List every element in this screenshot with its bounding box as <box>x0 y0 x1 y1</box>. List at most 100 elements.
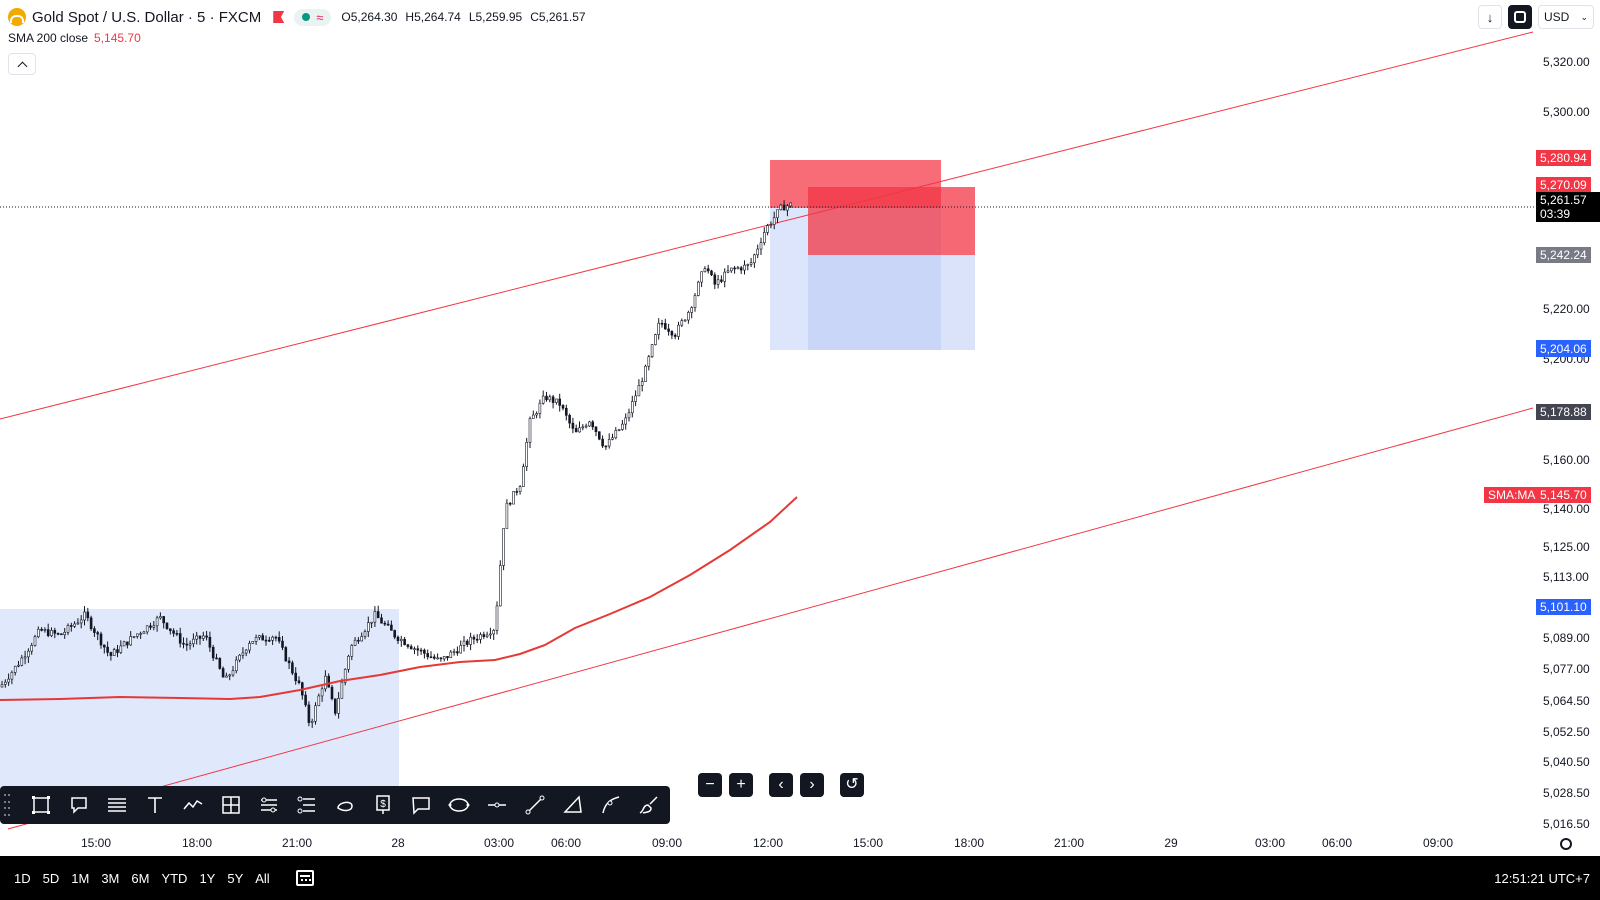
candle-body <box>624 417 628 425</box>
horizontal-line-tool[interactable] <box>478 790 516 820</box>
chart-area[interactable]: Gold Spot / U.S. Dollar · 5 · FXCM ≈ O5,… <box>0 0 1600 856</box>
callout-tool[interactable] <box>402 790 440 820</box>
candle-body <box>406 644 410 647</box>
price-tag-label[interactable]: 5,204.06 <box>1536 340 1591 357</box>
channel-lower-line[interactable] <box>7 407 1534 830</box>
candle-body <box>215 657 218 660</box>
trend-line-tool[interactable] <box>516 790 554 820</box>
range-all-button[interactable]: All <box>255 870 270 886</box>
candle-body <box>591 421 595 428</box>
indicator-name[interactable]: SMA 200 close <box>8 31 89 45</box>
price-tag-label[interactable]: 5,101.10 <box>1536 599 1591 616</box>
zoom-in-button[interactable]: + <box>729 773 753 797</box>
triangle-tool[interactable] <box>554 790 592 820</box>
crosshair-tool[interactable] <box>212 790 250 820</box>
candle-body <box>739 267 743 271</box>
candle-body <box>508 502 512 505</box>
price-tag-label[interactable]: 5,270.09 <box>1536 176 1591 193</box>
drag-handle-icon[interactable] <box>4 794 12 816</box>
brush-tool[interactable] <box>630 790 668 820</box>
range-3m-button[interactable]: 3M <box>101 870 120 886</box>
price-tag-label[interactable]: 5,145.70 <box>1536 487 1591 504</box>
candle-body <box>403 638 406 646</box>
symbol-title[interactable]: Gold Spot / U.S. Dollar · 5 · FXCM <box>32 8 262 26</box>
candle-body <box>650 344 654 357</box>
settings-gear-icon[interactable] <box>1560 838 1572 850</box>
candle-body <box>449 651 453 659</box>
stop-zone-b[interactable] <box>808 187 975 255</box>
ohlc-values: O5,264.30 H5,264.74 L5,259.95 C5,261.57 <box>341 10 585 24</box>
price-tag-label[interactable]: 5,178.88 <box>1536 404 1591 420</box>
price-tag-label[interactable]: 5,280.94 <box>1536 150 1591 167</box>
candle-body <box>248 643 251 651</box>
candle-body <box>452 651 456 653</box>
candle-body <box>363 631 367 637</box>
candle-body <box>291 662 294 674</box>
sma-label-tag[interactable]: SMA:MA <box>1484 487 1540 504</box>
range-6m-button[interactable]: 6M <box>131 870 150 886</box>
symbol-legend[interactable]: Gold Spot / U.S. Dollar · 5 · FXCM ≈ O5,… <box>8 6 586 28</box>
candle-body <box>60 633 63 636</box>
candle-body <box>231 670 235 676</box>
candle-body <box>479 634 482 640</box>
indicator-legend[interactable]: SMA 200 close 5,145.70 <box>8 31 141 45</box>
last-price-tag[interactable]: 5,261.57 03:39 <box>1536 191 1600 222</box>
long-position-tool[interactable] <box>250 790 288 820</box>
candle-body <box>789 202 793 207</box>
candle-body <box>129 636 132 646</box>
candle-body <box>66 625 70 633</box>
candle-body <box>132 636 136 638</box>
price-tick-label: 5,052.50 <box>1543 725 1590 739</box>
range-1y-button[interactable]: 1Y <box>199 870 216 886</box>
candle-body <box>103 644 106 648</box>
candle-body <box>525 442 529 467</box>
collapse-legend-button[interactable] <box>8 53 36 75</box>
candle-body <box>380 617 383 624</box>
range-5y-button[interactable]: 5Y <box>227 870 244 886</box>
price-chart[interactable] <box>0 0 1535 856</box>
time-tick-label: 06:00 <box>1321 836 1353 850</box>
trend-line-icon <box>525 795 545 815</box>
calendar-icon[interactable] <box>295 870 314 886</box>
candle-body <box>769 224 773 226</box>
target-zone-b[interactable] <box>808 255 975 350</box>
fullscreen-button[interactable] <box>1508 5 1532 29</box>
time-tick-label: 03:00 <box>1254 836 1286 850</box>
flag-icon[interactable] <box>273 11 285 23</box>
candle-body <box>175 633 179 635</box>
position-icon <box>261 797 277 813</box>
drawing-toolbar[interactable]: $ <box>0 786 670 824</box>
note-tool[interactable] <box>60 790 98 820</box>
curve-tool[interactable] <box>592 790 630 820</box>
range-ytd-button[interactable]: YTD <box>161 870 188 886</box>
fib-tool[interactable] <box>98 790 136 820</box>
range-5d-button[interactable]: 5D <box>42 870 60 886</box>
scroll-right-button[interactable]: › <box>800 773 824 797</box>
pitchfork-tool[interactable] <box>288 790 326 820</box>
dollar-sign-icon: $ <box>376 795 390 814</box>
range-1d-button[interactable]: 1D <box>14 870 31 886</box>
sma-200-line[interactable] <box>0 496 798 701</box>
scroll-left-button[interactable]: ‹ <box>769 773 793 797</box>
market-status-pill[interactable]: ≈ <box>294 8 332 26</box>
path-tool[interactable] <box>174 790 212 820</box>
reset-chart-button[interactable]: ↺ <box>840 773 864 797</box>
download-button[interactable]: ↓ <box>1478 5 1502 29</box>
candle-body <box>366 622 370 632</box>
currency-select[interactable]: USD ⌄ <box>1538 5 1594 29</box>
range-1m-button[interactable]: 1M <box>71 870 90 886</box>
price-label-tool[interactable]: $ <box>364 790 402 820</box>
candle-body <box>498 565 502 607</box>
ellipse-tool[interactable] <box>326 790 364 820</box>
candle-body <box>93 628 96 633</box>
zoom-out-button[interactable]: − <box>698 773 722 797</box>
clock-display[interactable]: 12:51:21 UTC+7 <box>1494 870 1590 886</box>
candle-body <box>446 656 449 659</box>
candlestick-series <box>0 200 793 728</box>
price-tag-label[interactable]: 5,242.24 <box>1536 247 1591 263</box>
text-tool[interactable] <box>136 790 174 820</box>
rectangle-tool[interactable] <box>22 790 60 820</box>
candle-body <box>660 322 664 325</box>
candle-body <box>159 616 162 619</box>
shape-tool[interactable] <box>440 790 478 820</box>
